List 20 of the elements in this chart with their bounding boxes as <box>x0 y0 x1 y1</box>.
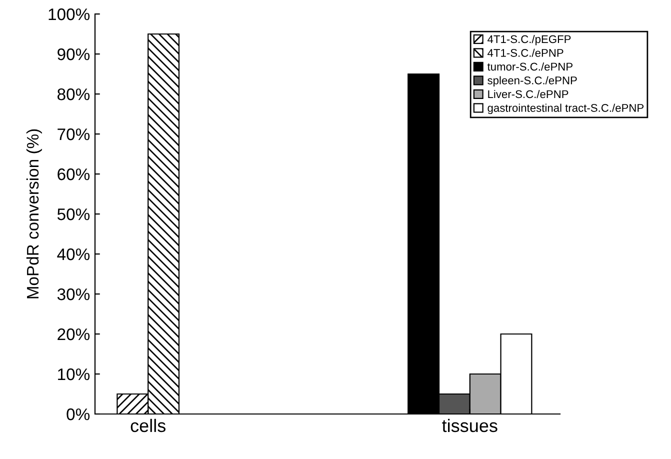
y-tick-label: 50% <box>57 208 90 220</box>
y-tick-label: 40% <box>57 248 90 260</box>
legend-label: 4T1-S.C./ePNP <box>488 48 564 57</box>
y-tick-label: 100% <box>48 8 90 20</box>
legend-label: tumor-S.C./ePNP <box>487 62 573 71</box>
y-tick-label: 10% <box>58 368 90 380</box>
y-tick-label: 20% <box>58 328 90 340</box>
legend-label: spleen-S.C./ePNP <box>488 76 577 87</box>
y-axis-title: MoPdR conversion (%) <box>26 129 42 298</box>
legend-label: 4T1-S.C./pEGFP <box>488 34 571 46</box>
y-tick-label: 60% <box>58 168 90 180</box>
y-tick-label: 80% <box>58 88 90 100</box>
legend-label: gastrointestinal tract-S.C./ePNP <box>488 104 644 114</box>
y-tick-label: 90% <box>58 48 90 60</box>
x-tick-label: cells <box>130 418 166 432</box>
x-tick-label: tissues <box>442 418 498 432</box>
y-tick-label: 70% <box>58 128 90 140</box>
y-tick-label: 0% <box>66 408 90 420</box>
legend-label: Liver-S.C./ePNP <box>488 90 568 98</box>
y-tick-label: 30% <box>57 288 90 300</box>
